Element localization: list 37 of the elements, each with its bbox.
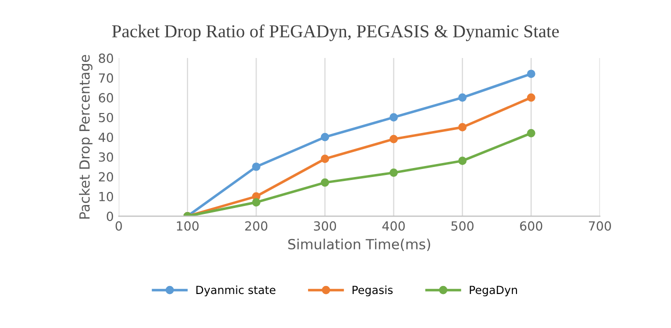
point	[390, 113, 398, 122]
point	[320, 154, 330, 164]
y-tick-label: 60	[98, 93, 114, 103]
x-axis-title: Simulation Time(ms)	[288, 238, 430, 252]
point	[320, 178, 330, 187]
x-tick-label: 100	[176, 221, 199, 231]
x-tick-label: 600	[520, 221, 542, 231]
point	[526, 128, 536, 138]
y-tick-label: 50	[98, 112, 114, 122]
y-axis-title: Packet Drop Percentage	[79, 54, 92, 219]
y-tick-label: 20	[98, 172, 114, 182]
point	[390, 134, 398, 144]
point	[320, 132, 330, 142]
legend-label: Dyanmic state	[196, 286, 276, 296]
x-tick-label: 0	[116, 221, 122, 231]
y-tick-label: 40	[98, 132, 114, 142]
legend-label: PegaDyn	[470, 286, 517, 296]
legend-label: Pegasis	[352, 286, 393, 296]
chart-title: Packet Drop Ratio of PEGADyn, PEGASIS & Dynamic State	[112, 24, 559, 42]
x-tick-label: 700	[588, 221, 611, 231]
x-tick-label: 300	[314, 221, 336, 231]
point	[526, 93, 536, 102]
point	[458, 123, 467, 132]
point	[390, 168, 398, 177]
point	[526, 70, 536, 78]
y-tick-label: 0	[106, 212, 114, 222]
x-tick-label: 400	[382, 221, 405, 231]
point	[458, 93, 467, 102]
y-tick-label: 10	[99, 192, 114, 202]
x-tick-label: 200	[245, 221, 268, 231]
point	[252, 198, 260, 206]
point	[458, 156, 467, 165]
y-tick-label: 80	[98, 54, 114, 63]
y-tick-label: 70	[99, 73, 114, 83]
point	[252, 162, 260, 171]
y-tick-label: 30	[98, 152, 114, 162]
x-tick-label: 500	[451, 221, 474, 231]
